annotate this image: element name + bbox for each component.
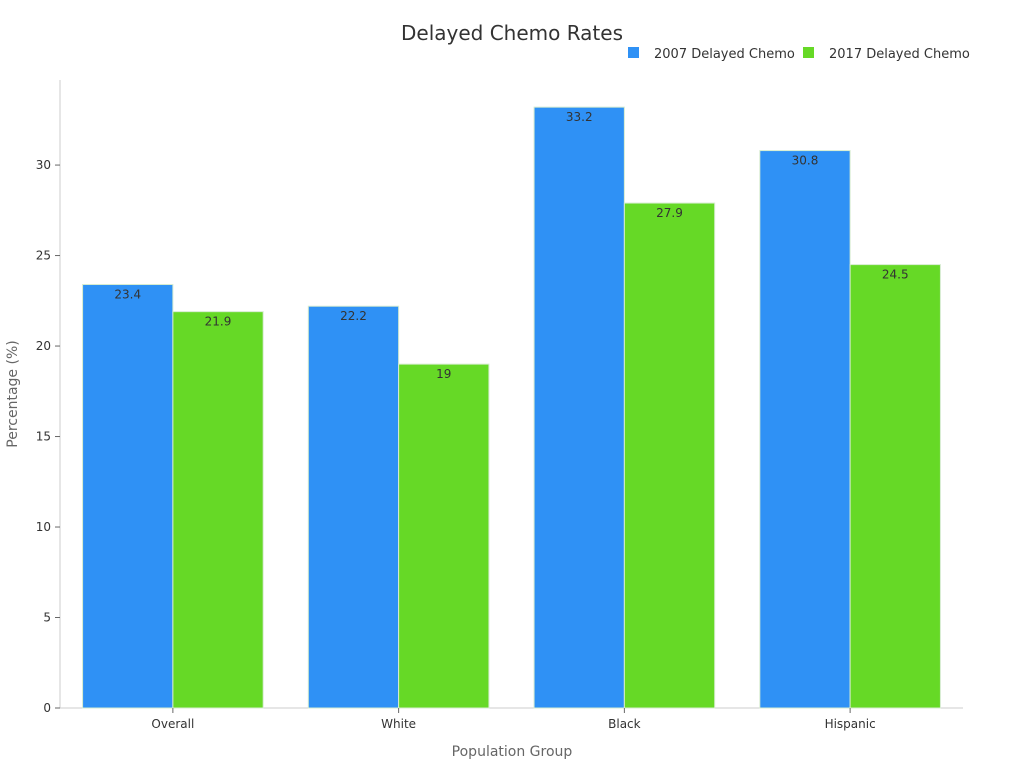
x-tick-label: Hispanic — [825, 717, 876, 731]
y-tick-label: 15 — [36, 430, 51, 444]
y-tick-label: 20 — [36, 339, 51, 353]
bar-2017-overall — [172, 311, 264, 709]
y-tick-label: 5 — [43, 611, 51, 625]
data-label: 23.4 — [114, 288, 141, 302]
data-label: 33.2 — [566, 110, 593, 124]
data-label: 21.9 — [205, 315, 232, 329]
bar-2007-black — [533, 106, 625, 709]
y-tick-label: 30 — [36, 158, 51, 172]
data-label: 30.8 — [792, 154, 819, 168]
bar-2017-white — [398, 363, 490, 709]
x-ticks: Overall White Black Hispanic — [151, 708, 876, 731]
bars: 23.4 21.9 22.2 19 33.2 27.9 30.8 24.5 — [82, 106, 941, 709]
bar-2007-white — [307, 305, 400, 709]
legend-label-2007: 2007 Delayed Chemo — [654, 47, 795, 62]
x-tick-label: Overall — [151, 717, 194, 731]
bar-2017-hispanic — [849, 264, 941, 709]
data-label: 24.5 — [882, 268, 909, 282]
legend-label-2017: 2017 Delayed Chemo — [829, 47, 970, 62]
data-label: 19 — [436, 367, 451, 381]
data-label: 22.2 — [340, 309, 367, 323]
y-tick-label: 0 — [43, 701, 51, 715]
chart-title: Delayed Chemo Rates — [401, 21, 623, 45]
bar-2007-overall — [82, 284, 174, 709]
data-label: 27.9 — [656, 206, 683, 220]
x-axis-label: Population Group — [452, 744, 573, 760]
y-ticks: 0 5 10 15 20 25 30 — [36, 158, 60, 715]
x-tick-label: Black — [608, 717, 641, 731]
y-tick-label: 25 — [36, 249, 51, 263]
legend-swatch-2017 — [803, 47, 814, 58]
legend: 2007 Delayed Chemo 2017 Delayed Chemo — [628, 47, 970, 62]
bar-2017-black — [623, 202, 716, 709]
y-axis-label: Percentage (%) — [5, 340, 21, 447]
bar-2007-hispanic — [759, 150, 851, 709]
x-tick-label: White — [381, 717, 416, 731]
y-tick-label: 10 — [36, 520, 51, 534]
legend-swatch-2007 — [628, 47, 639, 58]
